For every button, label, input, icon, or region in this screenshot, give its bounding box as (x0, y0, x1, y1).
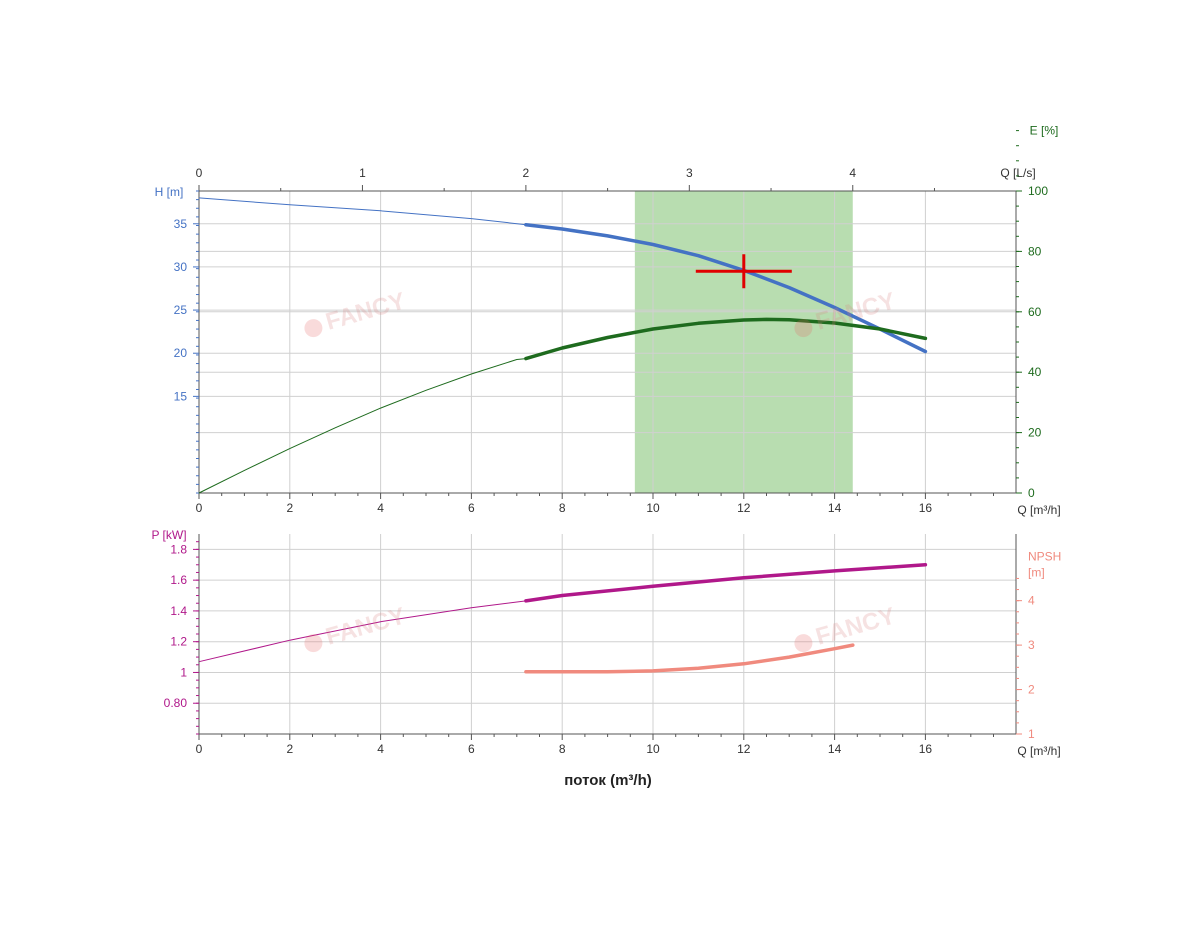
x-tick-label: 16 (919, 742, 933, 756)
series-line-e (524, 317, 928, 361)
y-right-tick-label: 100 (1028, 184, 1048, 198)
watermark-logo-icon (794, 319, 813, 338)
y-left-tick-label: 25 (174, 303, 188, 317)
watermark-text: FANCY (323, 602, 409, 650)
x-tick-label: 6 (468, 742, 475, 756)
series-line-h-thin (198, 197, 526, 226)
y-left-tick-label: 30 (174, 260, 188, 274)
x-tick-label: 2 (286, 501, 293, 515)
x-tick-label: 4 (377, 742, 384, 756)
x-tick-label: 12 (737, 742, 751, 756)
x-tick-label: 0 (196, 501, 203, 515)
y-right-tick-label: 4 (1028, 594, 1035, 608)
x-tick-label: 6 (468, 501, 475, 515)
x-tick-label: 12 (737, 501, 751, 515)
y-left-tick-label: 1 (180, 665, 187, 679)
y-right-axis-label-unit: [m] (1028, 566, 1045, 580)
x-tick-label: 10 (646, 742, 660, 756)
x-tick-label: 4 (377, 501, 384, 515)
y-left-tick-label: 1.6 (170, 573, 187, 587)
series-line-h (524, 222, 928, 354)
y-right-tick-label: 80 (1028, 244, 1042, 258)
series-line-e-thin (198, 358, 526, 494)
watermark-logo-icon (304, 319, 323, 338)
y-right-axis-label: NPSH (1028, 550, 1061, 564)
y-right-tick-label: 1 (1028, 727, 1035, 741)
series-line-p (524, 563, 928, 603)
y-left-tick-label: 1.2 (170, 635, 187, 649)
x-axis-label-bottom: Q [m³/h] (1017, 744, 1060, 758)
x-tick-label: 8 (559, 742, 566, 756)
x-tick-label: 16 (919, 501, 933, 515)
x-tick-label: 10 (646, 501, 660, 515)
series-line-p-thin (198, 600, 526, 663)
y-right-tick-label: 3 (1028, 638, 1035, 652)
x-tick-label: 14 (828, 501, 842, 515)
panel-power-npsh: 0 2 4 6 8 10 12 14 16 Q [m³/h]0.8011.21.41.61.8P … (151, 528, 1061, 758)
y-left-axis-label: P [kW] (151, 528, 186, 542)
y-right-tick-label: 0 (1028, 486, 1035, 500)
y-left-tick-label: 20 (174, 346, 188, 360)
y-left-tick-label: 1.4 (170, 604, 187, 618)
x-tick-label: 2 (286, 742, 293, 756)
watermark-logo-icon (794, 634, 813, 653)
series-line-npsh (524, 643, 855, 674)
watermark-logo-icon (304, 634, 323, 653)
x-top-tick-label: 0 (196, 166, 203, 180)
y-right-tick-label: 2 (1028, 683, 1035, 697)
x-top-tick-label: 3 (686, 166, 693, 180)
watermark-upper-left: FANCY (304, 287, 409, 338)
y-left-tick-label: 0.80 (164, 696, 188, 710)
x-tick-label: 8 (559, 501, 566, 515)
x-tick-label: 0 (196, 742, 203, 756)
watermark-text: FANCY (323, 287, 409, 335)
x-top-tick-label: 4 (849, 166, 856, 180)
y-left-tick-label: 1.8 (170, 542, 187, 556)
y-right-tick-label: 60 (1028, 305, 1042, 319)
x-axis-label-bottom: Q [m³/h] (1017, 503, 1060, 517)
y-left-axis-label: H [m] (155, 185, 184, 199)
y-right-axis-label: E [%] (1030, 124, 1059, 138)
y-left-tick-label: 35 (174, 217, 188, 231)
x-axis-label-top: Q [L/s] (1000, 166, 1035, 180)
y-right-tick-label: 20 (1028, 426, 1042, 440)
y-left-tick-label: 15 (174, 389, 188, 403)
x-axis-title: поток (m³/h) (564, 772, 652, 789)
panel-head-efficiency: 0 2 4 6 8 10 12 14 16 Q [m³/h]0 1 2 3 4 Q [L/s]1520253… (155, 124, 1061, 517)
x-top-tick-label: 1 (359, 166, 366, 180)
x-top-tick-label: 2 (523, 166, 530, 180)
watermark-text: FANCY (813, 602, 899, 650)
x-tick-label: 14 (828, 742, 842, 756)
y-right-tick-label: 40 (1028, 365, 1042, 379)
